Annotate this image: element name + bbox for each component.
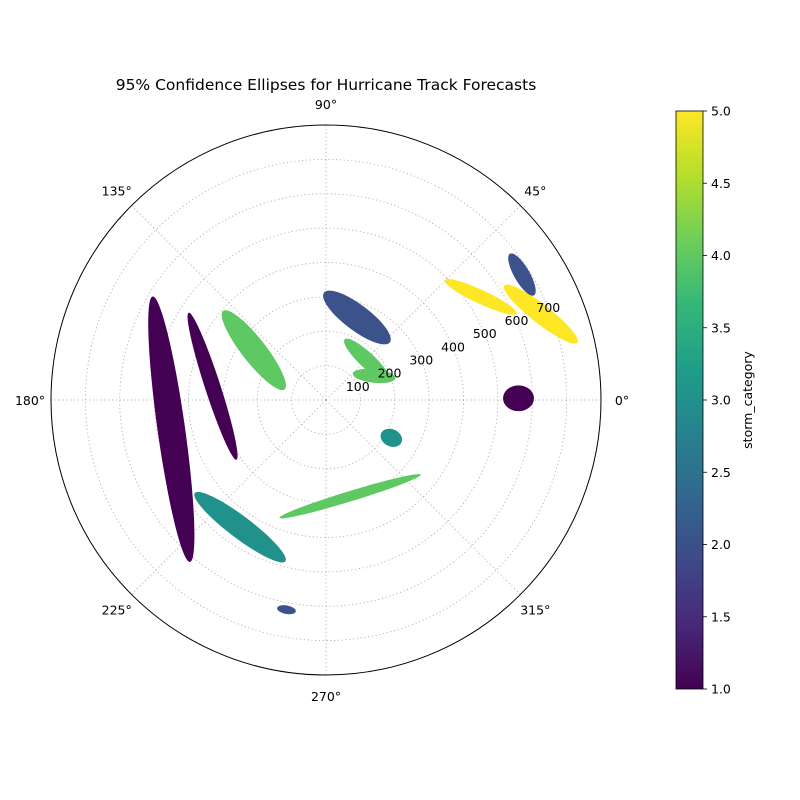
- angular-tick-label: 90°: [315, 97, 337, 112]
- colorbar-label: storm_category: [740, 351, 755, 449]
- confidence-ellipse: [279, 474, 421, 519]
- colorbar-tick-label: 3.5: [711, 320, 731, 335]
- confidence-ellipse: [444, 279, 517, 315]
- radial-gridline: [84, 158, 568, 642]
- angular-tick-label: 270°: [311, 689, 341, 704]
- confidence-ellipse: [277, 605, 296, 615]
- confidence-ellipse: [194, 491, 286, 563]
- angular-gridline: [131, 399, 327, 595]
- confidence-ellipse: [187, 312, 238, 460]
- radial-tick-label: 100: [346, 379, 370, 394]
- colorbar-tick-label: 2.5: [711, 465, 731, 480]
- confidence-ellipses: [148, 253, 578, 615]
- angular-gridline: [325, 399, 521, 595]
- radial-tick-label: 700: [536, 300, 560, 315]
- confidence-ellipse: [221, 310, 286, 391]
- radial-tick-label: 500: [473, 326, 497, 341]
- colorbar-tick-label: 2.0: [711, 537, 731, 552]
- confidence-ellipse: [380, 428, 403, 447]
- radial-tick-label: 400: [441, 339, 465, 354]
- angular-tick-label: 0°: [615, 393, 629, 408]
- confidence-ellipse: [508, 253, 536, 296]
- colorbar-tick-label: 4.5: [711, 176, 731, 191]
- colorbar-tick-label: 4.0: [711, 248, 731, 263]
- angular-tick-labels: 0° 45° 90° 135° 180° 225° 270° 315°: [15, 97, 629, 704]
- colorbar-tick-label: 1.5: [711, 609, 731, 624]
- angular-tick-label: 315°: [520, 602, 550, 617]
- confidence-ellipse: [323, 290, 391, 345]
- angular-gridline: [131, 205, 327, 401]
- angular-gridline: [325, 205, 521, 401]
- confidence-ellipse: [503, 385, 534, 412]
- colorbar-tick-label: 3.0: [711, 393, 731, 408]
- angular-tick-label: 45°: [524, 184, 546, 199]
- angular-tick-label: 135°: [102, 184, 132, 199]
- radial-tick-label: 600: [505, 313, 529, 328]
- radial-tick-labels: 100 200 300 400 500 600 700: [346, 300, 560, 394]
- polar-grid: [51, 125, 601, 675]
- chart-title: 95% Confidence Ellipses for Hurricane Tr…: [116, 76, 537, 94]
- colorbar-tick-label: 1.0: [711, 682, 731, 697]
- angular-tick-label: 180°: [15, 393, 45, 408]
- polar-outer-ring: [50, 124, 602, 676]
- confidence-ellipse: [148, 296, 195, 562]
- colorbar-ticks: 1.0 1.5 2.0 2.5 3.0 3.5 4.0 4.5 5.0: [703, 104, 731, 697]
- radial-tick-label: 300: [409, 353, 433, 368]
- confidence-ellipse: [352, 368, 396, 384]
- colorbar-tick-label: 5.0: [711, 104, 731, 119]
- confidence-ellipse: [503, 284, 578, 344]
- radial-tick-label: 200: [378, 366, 402, 381]
- angular-tick-label: 225°: [102, 602, 132, 617]
- colorbar: [675, 110, 704, 690]
